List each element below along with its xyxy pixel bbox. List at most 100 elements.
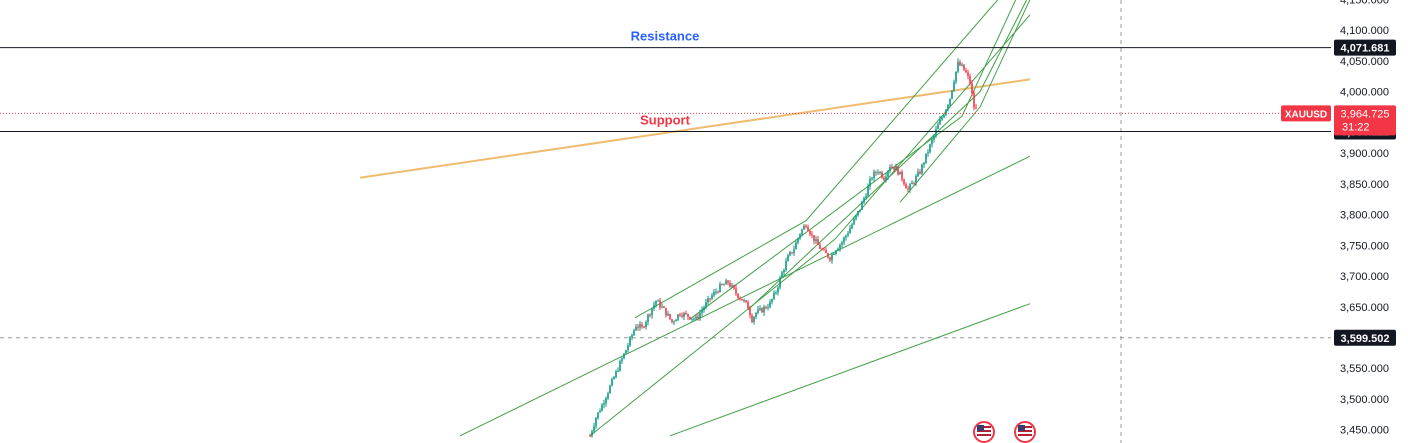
candle-body xyxy=(609,385,611,394)
candle-body xyxy=(823,249,825,251)
candle-body xyxy=(961,64,963,66)
candle-body xyxy=(749,308,751,316)
candle-body xyxy=(851,224,853,229)
candle-body xyxy=(969,76,971,84)
green-channel-line[interactable] xyxy=(747,0,1030,311)
candle-body xyxy=(777,287,779,293)
candle-body xyxy=(605,398,607,404)
orange-trendline[interactable] xyxy=(359,78,1031,179)
levels-layer xyxy=(0,47,1331,133)
candle-body xyxy=(673,321,675,323)
candle-body xyxy=(687,313,689,317)
candle-body xyxy=(917,171,919,177)
candle-body xyxy=(855,215,857,220)
green-channel-line[interactable] xyxy=(634,0,1030,319)
candle-body xyxy=(843,237,845,243)
candle-body xyxy=(685,312,687,314)
candle-body xyxy=(645,321,647,328)
candle-body xyxy=(941,117,943,120)
candle-body xyxy=(713,292,715,296)
candle-body xyxy=(807,226,809,231)
candle-body xyxy=(909,184,911,190)
candle-body xyxy=(817,239,819,245)
candle-body xyxy=(801,229,803,235)
candle-body xyxy=(911,182,913,185)
candle-body xyxy=(871,178,873,180)
us-flag-icon[interactable] xyxy=(1014,421,1036,443)
candle-body xyxy=(915,176,917,184)
candle-body xyxy=(947,104,949,110)
candle-body xyxy=(829,257,831,261)
candle-body xyxy=(887,171,889,177)
candle-body xyxy=(853,219,855,225)
candle-body xyxy=(783,270,785,273)
candle-body xyxy=(893,167,895,170)
candle-body xyxy=(647,314,649,322)
candle-body xyxy=(707,298,709,303)
candle-body xyxy=(705,302,707,308)
candle-body xyxy=(601,404,603,411)
candle-body xyxy=(901,171,903,180)
candle-body xyxy=(857,210,859,216)
candle-body xyxy=(611,379,613,386)
current-price-label: 3,964.725 xyxy=(1341,108,1390,120)
candle-body xyxy=(721,284,723,286)
candle-body xyxy=(889,167,891,172)
candles-layer xyxy=(589,58,977,438)
candle-body xyxy=(623,353,625,359)
candle-body xyxy=(607,393,609,399)
candle-body xyxy=(819,244,821,249)
y-tick-label: 3,550.000 xyxy=(1340,363,1389,375)
candle-body xyxy=(835,250,837,254)
candle-body xyxy=(593,426,595,432)
candle-body xyxy=(973,93,975,108)
us-flag-icon[interactable] xyxy=(973,421,995,443)
candle-body xyxy=(631,335,633,338)
candle-body xyxy=(821,248,823,250)
candle-body xyxy=(671,319,673,323)
candle-body xyxy=(971,83,973,94)
current-price-tag[interactable]: XAUUSD 3,964.725 31:22 xyxy=(1281,105,1396,136)
candle-body xyxy=(751,315,753,322)
candle-body xyxy=(935,129,937,136)
candle-body xyxy=(827,253,829,258)
candle-body xyxy=(733,285,735,289)
grid-layer xyxy=(0,0,1331,443)
candle-body xyxy=(805,225,807,227)
candle-body xyxy=(779,277,781,288)
candle-body xyxy=(691,318,693,320)
candle-body xyxy=(793,249,795,254)
y-tick-label: 3,700.000 xyxy=(1340,271,1389,283)
candle-body xyxy=(679,314,681,316)
candle-body xyxy=(703,307,705,311)
candle-body xyxy=(649,314,651,316)
green-channel-line[interactable] xyxy=(459,155,1031,437)
candle-body xyxy=(661,306,663,308)
candle-body xyxy=(757,309,759,313)
y-tick-label: 4,050.000 xyxy=(1340,56,1389,68)
green-channel-line[interactable] xyxy=(669,303,1031,437)
candle-body xyxy=(761,308,763,313)
green-channel-line[interactable] xyxy=(899,0,1031,203)
candle-body xyxy=(903,179,905,185)
candle-body xyxy=(753,316,755,322)
candle-body xyxy=(925,153,927,163)
candle-body xyxy=(683,312,685,317)
candle-body xyxy=(839,244,841,249)
support-label: Support xyxy=(640,113,690,128)
candle-body xyxy=(957,61,959,72)
candle-body xyxy=(621,358,623,362)
green-channel-line[interactable] xyxy=(689,0,1030,320)
candle-body xyxy=(759,308,761,310)
y-tick-label: 4,100.000 xyxy=(1340,25,1389,37)
candle-body xyxy=(755,312,757,317)
candle-body xyxy=(643,326,645,328)
candle-body xyxy=(797,238,799,243)
y-tick-label: 3,900.000 xyxy=(1340,148,1389,160)
resistance-price-label: 4,071.681 xyxy=(1341,43,1390,55)
green-channel-line[interactable] xyxy=(589,14,1031,437)
price-axis[interactable]: 4,100.000 4,050.000 4,000.000 3,850.000 3,80… xyxy=(1331,0,1408,443)
candle-body xyxy=(771,299,773,302)
candle-body xyxy=(963,64,965,71)
